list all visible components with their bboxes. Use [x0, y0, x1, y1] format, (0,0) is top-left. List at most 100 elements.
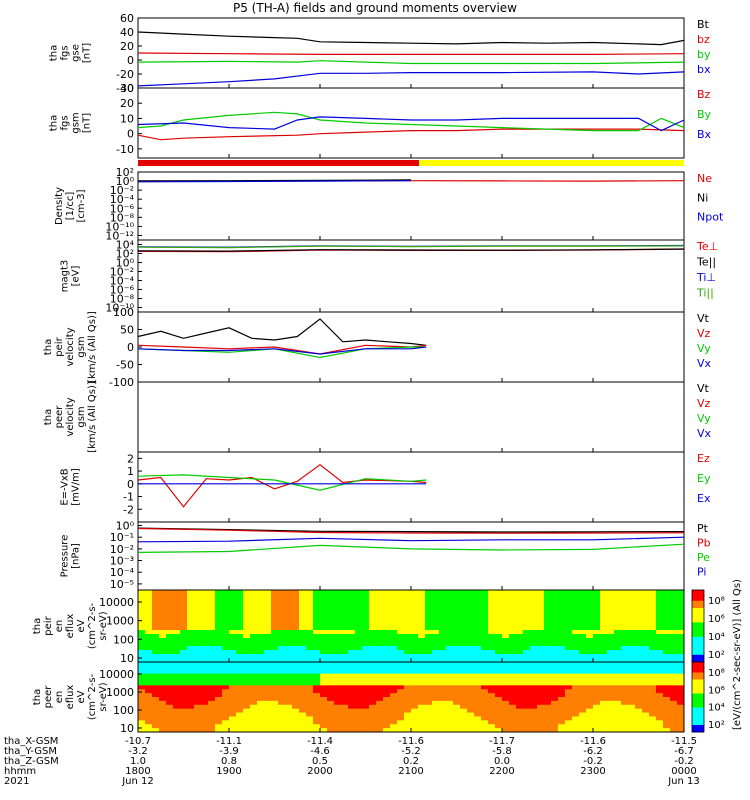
spectrogram-cell: [614, 598, 622, 603]
spectrogram-cell: [299, 728, 307, 733]
spectrogram-cell: [292, 712, 300, 717]
spectrogram-cell: [250, 724, 258, 729]
spectrogram-cell: [166, 669, 174, 675]
spectrogram-cell: [579, 646, 587, 651]
colorbar-cell: [692, 618, 704, 623]
spectrogram-cell: [621, 685, 629, 690]
spectrogram-cell: [432, 630, 440, 635]
spectrogram-cell: [201, 712, 209, 717]
spectrogram-cell: [656, 700, 664, 706]
spectrogram-cell: [537, 673, 545, 679]
spectrogram-cell: [656, 712, 664, 717]
spectrogram-cell: [215, 602, 223, 607]
spectrogram-cell: [579, 697, 587, 702]
spectrogram-cell: [285, 642, 293, 647]
spectrogram-cell: [369, 716, 377, 721]
spectrogram-cell: [677, 634, 685, 639]
spectrogram-cell: [355, 622, 363, 627]
spectrogram-cell: [236, 673, 244, 679]
spectrogram-cell: [187, 646, 195, 651]
spectrogram-cell: [215, 689, 223, 694]
spectrogram-cell: [320, 642, 328, 647]
spectrogram-cell: [677, 716, 685, 721]
colorbar-cell: [692, 669, 704, 673]
spectrogram-cell: [418, 626, 426, 631]
spectrogram-cell: [215, 708, 223, 714]
spectrogram-cell: [390, 594, 398, 599]
spectrogram-cell: [390, 693, 398, 698]
spectrogram-cell: [425, 720, 433, 725]
spectrogram-cell: [649, 630, 657, 635]
spectrogram-cell: [663, 662, 671, 667]
spectrogram-cell: [348, 594, 356, 599]
spectrogram-cell: [586, 618, 594, 623]
spectrogram-cell: [572, 669, 580, 675]
spectrogram-cell: [460, 634, 468, 639]
spectrogram-cell: [530, 685, 538, 690]
spectrogram-cell: [383, 618, 391, 623]
spectrogram-cell: [166, 598, 174, 603]
legend-entry: by: [697, 48, 711, 61]
spectrogram-cell: [411, 638, 419, 643]
spectrogram-cell: [600, 594, 608, 599]
spectrogram-cell: [292, 704, 300, 710]
spectrogram-cell: [614, 665, 622, 671]
spectrogram-cell: [453, 650, 461, 655]
spectrogram-cell: [537, 610, 545, 615]
spectrogram-cell: [271, 669, 279, 675]
spectrogram-cell: [236, 650, 244, 655]
spectrogram-cell: [628, 693, 636, 698]
spectrogram-cell: [348, 630, 356, 635]
spectrogram-cell: [460, 662, 468, 667]
spectrogram-cell: [180, 630, 188, 635]
spectrogram-cell: [593, 700, 601, 706]
spectrogram-cell: [257, 590, 265, 595]
spectrogram-cell: [201, 590, 209, 595]
spectrogram-cell: [180, 618, 188, 623]
spectrogram-cell: [369, 728, 377, 733]
spectrogram-cell: [341, 618, 349, 623]
spectrogram-cell: [586, 673, 594, 679]
spectrogram-cell: [201, 689, 209, 694]
legend-entry: Ez: [697, 452, 710, 465]
spectrogram-cell: [628, 716, 636, 721]
spectrogram-cell: [194, 590, 202, 595]
spectrogram-cell: [418, 712, 426, 717]
spectrogram-cell: [229, 665, 237, 671]
spectrogram-cell: [411, 697, 419, 702]
spectrogram-cell: [425, 650, 433, 655]
spectrogram-cell: [649, 724, 657, 729]
spectrogram-cell: [537, 669, 545, 675]
spectrogram-cell: [600, 665, 608, 671]
spectrogram-cell: [523, 720, 531, 725]
spectrogram-cell: [530, 658, 538, 663]
spectrogram-cell: [390, 610, 398, 615]
spectrogram-cell: [600, 669, 608, 675]
spectrogram-cell: [201, 626, 209, 631]
spectrogram-cell: [173, 673, 181, 679]
y-tick-label: 50: [120, 324, 134, 337]
y-axis-label: E=-VxB: [60, 468, 71, 505]
spectrogram-cell: [425, 594, 433, 599]
spectrogram-cell: [558, 626, 566, 631]
spectrogram-cell: [565, 685, 573, 690]
spectrogram-cell: [614, 700, 622, 706]
spectrogram-cell: [271, 677, 279, 682]
spectrogram-cell: [425, 634, 433, 639]
spectrogram-cell: [467, 590, 475, 595]
spectrogram-cell: [509, 681, 517, 686]
spectrogram-cell: [376, 630, 384, 635]
spectrogram-cell: [628, 689, 636, 694]
spectrogram-cell: [460, 681, 468, 686]
spectrogram-cell: [292, 594, 300, 599]
spectrogram-cell: [530, 646, 538, 651]
spectrogram-cell: [376, 724, 384, 729]
spectrogram-cell: [341, 665, 349, 671]
spectrogram-cell: [411, 662, 419, 667]
y-axis-label: tha: [43, 409, 54, 425]
colorbar-cell: [692, 700, 704, 705]
spectrogram-cell: [257, 697, 265, 702]
x-axis-value: -11.1: [216, 736, 242, 747]
colorbar-cell: [692, 636, 704, 641]
spectrogram-cell: [208, 728, 216, 733]
